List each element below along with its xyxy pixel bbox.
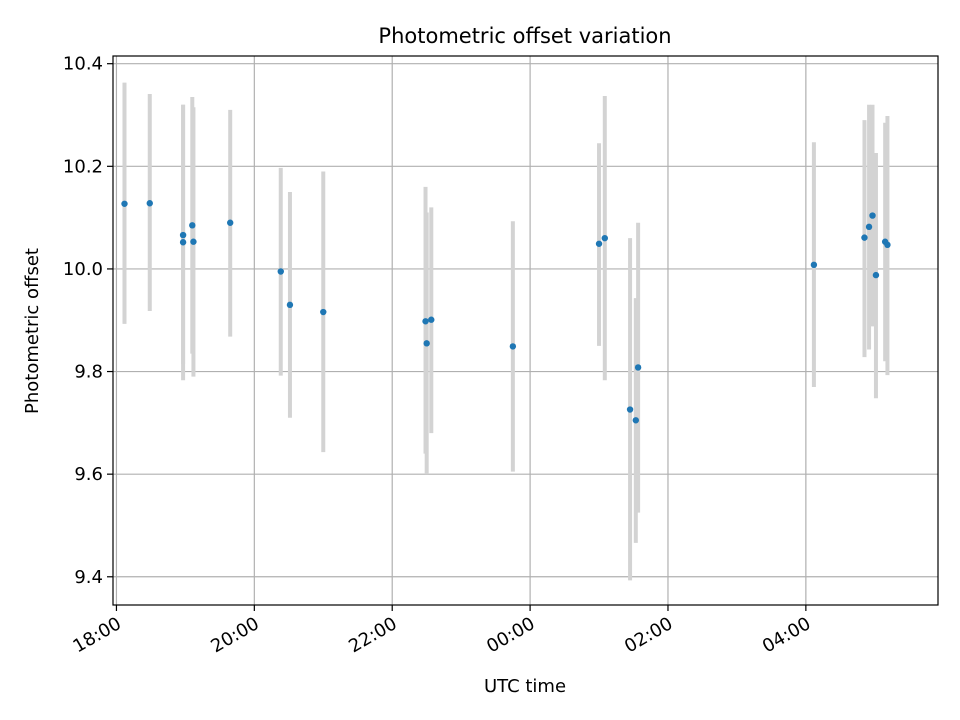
x-tick-label: 22:00: [345, 613, 400, 657]
data-point: [179, 239, 187, 246]
x-axis-label: UTC time: [484, 676, 566, 697]
x-tick-label: 20:00: [207, 613, 262, 657]
data-point: [509, 343, 517, 350]
data-point: [121, 200, 128, 207]
data-point: [601, 234, 608, 242]
x-tick-label: 18:00: [70, 613, 125, 657]
x-tick-label: 04:00: [759, 613, 814, 657]
data-point: [595, 240, 603, 247]
data-point: [865, 223, 873, 231]
chart-title: Photometric offset variation: [378, 24, 671, 48]
plot-background: [113, 56, 938, 605]
data-point: [422, 318, 429, 325]
data-points: [121, 200, 891, 424]
data-point: [428, 316, 435, 323]
y-tick-label: 10.2: [63, 156, 103, 177]
grid: [113, 56, 938, 605]
data-point: [632, 417, 640, 424]
data-point: [189, 222, 196, 229]
data-point: [190, 238, 197, 245]
x-tick-label: 00:00: [483, 613, 538, 657]
data-point: [146, 200, 153, 207]
data-point: [884, 241, 891, 249]
y-tick-label: 9.4: [74, 567, 103, 588]
y-axis: 9.4 9.6 9.8 10.0 10.2 10.4: [63, 54, 113, 588]
data-point: [869, 212, 876, 219]
data-point: [286, 301, 294, 309]
data-point: [810, 261, 818, 269]
y-tick-label: 10.0: [63, 259, 103, 280]
y-tick-label: 9.8: [74, 362, 103, 383]
data-point: [179, 231, 187, 239]
data-point: [626, 406, 634, 413]
data-point: [861, 234, 868, 241]
data-point: [634, 364, 642, 371]
y-tick-label: 10.4: [63, 54, 103, 75]
data-point: [227, 219, 234, 226]
y-axis-label: Photometric offset: [22, 248, 43, 414]
data-point: [320, 308, 327, 316]
x-axis: 18:00 20:00 22:00 00:00 02:00 04:00: [70, 605, 814, 657]
x-tick-label: 02:00: [621, 613, 676, 657]
data-point: [872, 271, 880, 279]
data-point: [277, 268, 284, 275]
y-tick-label: 9.6: [74, 464, 103, 485]
data-point: [423, 340, 430, 347]
plot-frame: [112, 55, 939, 606]
